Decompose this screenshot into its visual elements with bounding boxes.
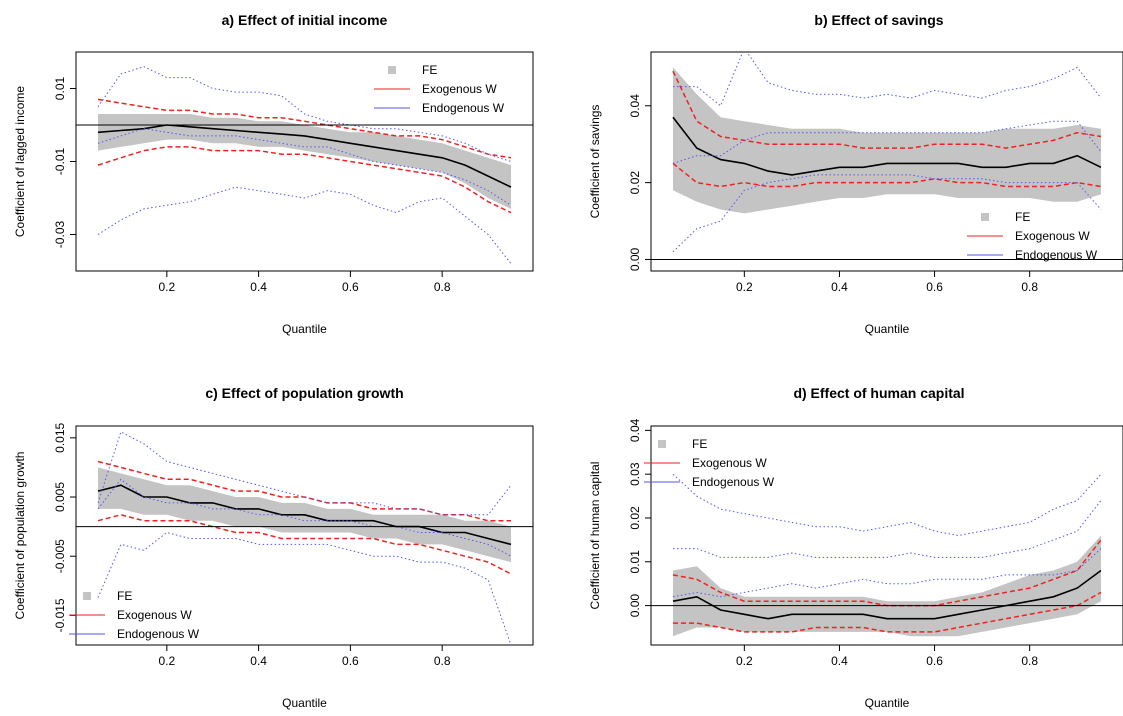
legend-label: Exogenous W: [422, 82, 497, 96]
legend-fe-swatch: [388, 66, 396, 74]
x-axis-label: Quantile: [865, 696, 910, 710]
x-tick-label: 0.2: [158, 280, 175, 294]
y-tick-label: 0.02: [628, 171, 642, 195]
series-endogenous-w-upper-bound: [673, 52, 1102, 107]
legend: FE Exogenous W Endogenous W: [374, 63, 505, 115]
series-exogenous-w-lower-bound: [97, 514, 512, 575]
y-axis-label: Coefficient of lagged income: [13, 86, 27, 238]
series-exogenous-w-lower-bound: [673, 591, 1102, 633]
y-tick-label: 0.02: [628, 506, 642, 530]
x-tick-label: 0.8: [434, 280, 451, 294]
y-tick-label: -0.01: [53, 148, 67, 176]
series-endogenous-w-median--line: [97, 478, 512, 557]
panel-title: d) Effect of human capital: [793, 385, 964, 401]
y-tick-label: 0.00: [628, 247, 642, 271]
series-endogenous-w-lower-bound: [672, 174, 1102, 253]
plot-frame: [650, 51, 1123, 272]
legend-label: FE: [692, 437, 707, 451]
panel-b: 0.2 0.4 0.6 0.8 0.00 0.02 0.04 b) Effect of sav…: [588, 12, 1123, 336]
x-tick-label: 0.2: [158, 654, 175, 668]
y-tick-label: 0.04: [628, 418, 642, 442]
legend-label: Exogenous W: [692, 456, 767, 470]
y-axis-label: Coefficient of human capital: [588, 462, 602, 610]
y-tick-label: 0.01: [628, 550, 642, 574]
legend-label: FE: [117, 589, 132, 603]
series-fe-estimate-line: [672, 116, 1102, 176]
series-fe-band: [98, 114, 511, 209]
series-endogenous-w-median--line: [673, 500, 1102, 558]
legend: FE Exogenous W Endogenous W: [644, 437, 775, 489]
x-tick-label: 0.2: [736, 654, 753, 668]
legend-label: FE: [422, 63, 437, 77]
y-tick-label: 0.015: [53, 422, 67, 452]
plot-frame: [75, 425, 534, 646]
x-tick-label: 0.8: [1021, 654, 1038, 668]
x-tick-label: 0.2: [736, 280, 753, 294]
x-tick-label: 0.4: [831, 654, 848, 668]
y-tick-label: -0.03: [53, 221, 67, 249]
panel-title: a) Effect of initial income: [222, 12, 388, 28]
plot-area: [97, 431, 512, 645]
x-tick-label: 0.6: [342, 280, 359, 294]
legend: FE Exogenous W Endogenous W: [967, 210, 1098, 262]
legend-label: Exogenous W: [117, 608, 192, 622]
legend-label: Endogenous W: [422, 101, 505, 115]
y-axis-label: Coefficient of savings: [588, 105, 602, 219]
legend-label: FE: [1015, 210, 1030, 224]
x-tick-label: 0.8: [1021, 280, 1038, 294]
x-tick-label: 0.8: [434, 654, 451, 668]
series-fe-estimate-line: [672, 569, 1102, 620]
series-endogenous-w-upper-bound: [672, 473, 1102, 537]
x-axis-label: Quantile: [865, 322, 910, 336]
y-tick-label: 0.00: [628, 594, 642, 618]
series-endogenous-w-lower-bound: [97, 186, 512, 265]
panel-a: 0.2 0.4 0.6 0.8 -0.03 -0.01 0.01 a) Effect of i…: [13, 12, 534, 336]
x-tick-label: 0.4: [250, 280, 267, 294]
series-exogenous-w-lower-bound: [97, 146, 512, 214]
x-tick-label: 0.6: [926, 280, 943, 294]
y-tick-label: 0.005: [53, 482, 67, 512]
series-fe-band: [673, 67, 1101, 214]
x-tick-label: 0.4: [831, 280, 848, 294]
legend-label: Exogenous W: [1015, 229, 1090, 243]
legend-label: Endogenous W: [1015, 248, 1098, 262]
series-endogenous-w-lower-bound: [672, 548, 1102, 598]
series-exogenous-w-upper-bound: [97, 460, 511, 522]
plot-area: [672, 52, 1102, 253]
panel-title: b) Effect of savings: [814, 12, 943, 28]
y-axis-label: Coefficient of population growth: [13, 452, 27, 620]
panel-title: c) Effect of population growth: [205, 385, 403, 401]
series-endogenous-w-median--line: [672, 120, 1102, 164]
x-tick-label: 0.6: [342, 654, 359, 668]
y-tick-label: 0.04: [628, 94, 642, 118]
legend-label: Endogenous W: [692, 475, 775, 489]
x-axis-label: Quantile: [282, 322, 327, 336]
plot-area: [97, 66, 512, 265]
series-fe-band: [673, 535, 1101, 637]
y-tick-label: -0.005: [53, 539, 67, 573]
series-endogenous-w-upper-bound: [97, 431, 512, 516]
y-tick-label: 0.03: [628, 462, 642, 486]
legend-fe-swatch: [658, 440, 666, 448]
x-axis-label: Quantile: [282, 696, 327, 710]
series-endogenous-w-upper-bound: [97, 66, 512, 162]
x-tick-label: 0.6: [926, 654, 943, 668]
panel-d: 0.2 0.4 0.6 0.8 0.00 0.01 0.02 0.03 0.04 d) Effec…: [588, 385, 1123, 710]
x-tick-label: 0.4: [250, 654, 267, 668]
legend-fe-swatch: [981, 213, 989, 221]
legend-label: Endogenous W: [117, 627, 200, 641]
plot-frame: [650, 425, 1123, 646]
plot-area: [672, 473, 1102, 637]
y-tick-label: -0.015: [53, 598, 67, 632]
y-tick-label: 0.01: [53, 76, 67, 100]
series-exogenous-w-upper-bound: [97, 98, 512, 159]
legend: FE Exogenous W Endogenous W: [69, 589, 200, 641]
panel-c: 0.2 0.4 0.6 0.8 -0.015 -0.005 0.005 0.015 c) Eff…: [13, 385, 534, 710]
legend-fe-swatch: [83, 592, 91, 600]
